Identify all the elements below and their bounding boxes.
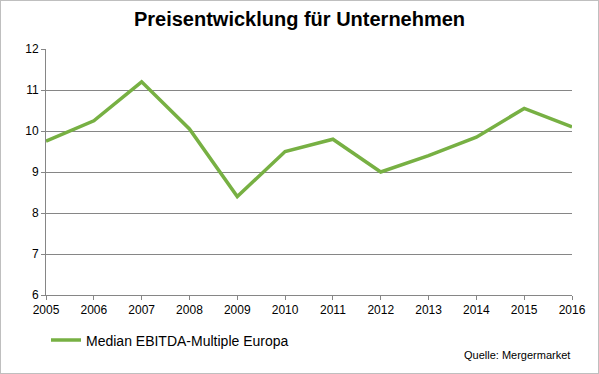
svg-text:2005: 2005: [33, 303, 60, 317]
svg-text:2014: 2014: [463, 303, 490, 317]
svg-text:2010: 2010: [272, 303, 299, 317]
svg-text:2012: 2012: [367, 303, 394, 317]
svg-text:8: 8: [32, 206, 39, 220]
svg-text:Median EBITDA-Multiple Europa: Median EBITDA-Multiple Europa: [86, 333, 289, 349]
svg-text:2016: 2016: [559, 303, 586, 317]
svg-text:12: 12: [25, 42, 39, 56]
svg-text:2011: 2011: [320, 303, 346, 317]
svg-text:11: 11: [26, 83, 39, 97]
svg-text:2007: 2007: [128, 303, 155, 317]
svg-text:2015: 2015: [511, 303, 538, 317]
svg-text:2006: 2006: [80, 303, 107, 317]
svg-text:Preisentwicklung für Unternehm: Preisentwicklung für Unternehmen: [134, 8, 465, 30]
svg-text:10: 10: [25, 124, 39, 138]
svg-text:2008: 2008: [176, 303, 203, 317]
svg-text:2013: 2013: [415, 303, 442, 317]
svg-text:Quelle: Mergermarket: Quelle: Mergermarket: [464, 349, 570, 361]
svg-text:9: 9: [32, 165, 39, 179]
svg-text:2009: 2009: [224, 303, 251, 317]
svg-text:6: 6: [32, 288, 39, 302]
svg-text:7: 7: [32, 247, 39, 261]
